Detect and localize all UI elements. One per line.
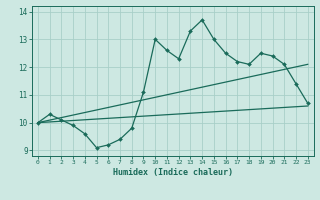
X-axis label: Humidex (Indice chaleur): Humidex (Indice chaleur) (113, 168, 233, 177)
